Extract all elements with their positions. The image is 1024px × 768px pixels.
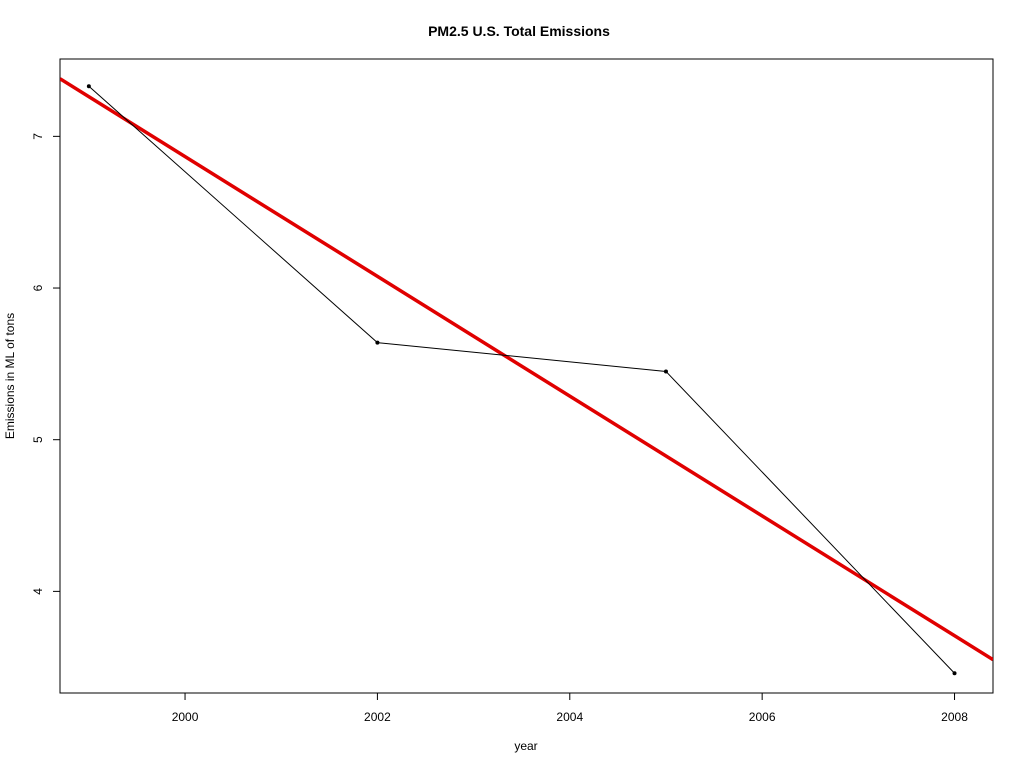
data-point <box>375 340 380 345</box>
y-axis: 4 5 6 7 <box>31 133 60 595</box>
data-point <box>952 671 957 676</box>
series-line <box>88 85 955 674</box>
x-tick-label: 2008 <box>941 710 968 724</box>
x-axis-label: year <box>514 739 537 753</box>
y-axis-label: Emissions in ML of tons <box>3 313 17 439</box>
regression-line <box>60 77 993 662</box>
data-point <box>663 369 668 374</box>
x-tick-label: 2000 <box>172 710 199 724</box>
y-tick-label: 4 <box>31 588 45 595</box>
plot-border <box>59 58 994 694</box>
y-tick-label: 6 <box>31 284 45 291</box>
y-tick-label: 7 <box>31 133 45 140</box>
data-point <box>86 84 91 89</box>
x-tick-label: 2004 <box>556 710 583 724</box>
trend-line <box>60 77 993 662</box>
x-tick-label: 2002 <box>364 710 391 724</box>
series-emissions <box>86 84 957 676</box>
x-tick-label: 2006 <box>749 710 776 724</box>
chart-title: PM2.5 U.S. Total Emissions <box>428 23 610 39</box>
x-axis: 2000 2002 2004 2006 2008 <box>172 693 968 724</box>
y-tick-label: 5 <box>31 436 45 443</box>
